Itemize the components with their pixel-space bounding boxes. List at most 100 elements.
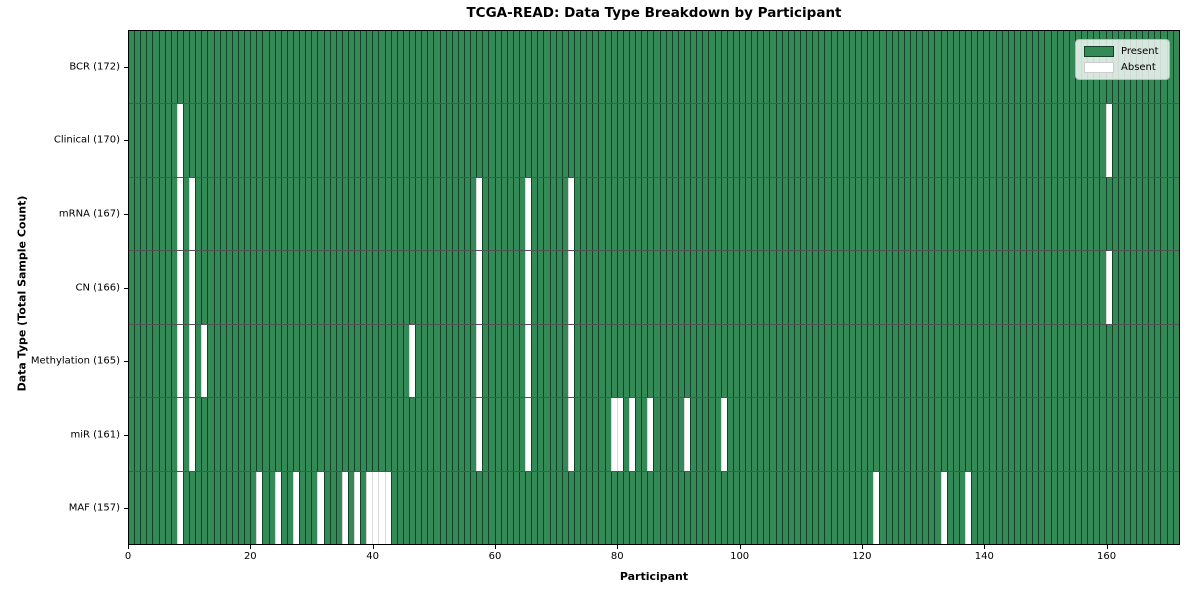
present-cell bbox=[445, 324, 452, 398]
present-cell bbox=[580, 251, 587, 324]
legend-entry-absent: Absent bbox=[1084, 62, 1161, 73]
present-cell bbox=[1117, 251, 1124, 324]
present-cell bbox=[396, 251, 403, 324]
present-cell bbox=[482, 398, 489, 471]
present-cell bbox=[628, 251, 636, 324]
present-cell bbox=[635, 31, 642, 104]
present-cell bbox=[1081, 471, 1088, 544]
present-cell bbox=[329, 31, 336, 104]
present-cell bbox=[1160, 104, 1167, 177]
present-cell bbox=[1087, 177, 1094, 251]
present-cell bbox=[311, 104, 318, 177]
present-cell bbox=[219, 398, 226, 471]
present-cell bbox=[1123, 324, 1130, 398]
present-cell bbox=[751, 398, 758, 471]
present-cell bbox=[213, 324, 220, 398]
present-cell bbox=[402, 471, 410, 544]
present-cell bbox=[830, 31, 837, 104]
present-cell bbox=[129, 177, 135, 251]
present-cell bbox=[305, 177, 312, 251]
present-cell bbox=[256, 251, 263, 324]
present-cell bbox=[1001, 471, 1008, 544]
present-cell bbox=[317, 251, 324, 324]
absent-cell bbox=[720, 398, 727, 471]
present-cell bbox=[1099, 251, 1106, 324]
present-cell bbox=[1142, 398, 1149, 471]
present-cell bbox=[512, 324, 519, 398]
present-cell bbox=[702, 31, 709, 104]
present-cell bbox=[812, 31, 819, 104]
absent-cell bbox=[567, 251, 574, 324]
present-cell bbox=[910, 251, 917, 324]
present-cell bbox=[818, 31, 825, 104]
present-cell bbox=[347, 471, 355, 544]
present-cell bbox=[873, 251, 880, 324]
present-cell bbox=[934, 177, 941, 251]
present-cell bbox=[586, 398, 593, 471]
present-cell bbox=[848, 104, 856, 177]
present-cell bbox=[561, 251, 568, 324]
present-cell bbox=[793, 31, 801, 104]
present-cell bbox=[830, 251, 837, 324]
present-cell bbox=[897, 471, 904, 544]
present-cell bbox=[286, 324, 293, 398]
present-cell bbox=[903, 251, 910, 324]
present-cell bbox=[977, 31, 984, 104]
present-cell bbox=[213, 31, 220, 104]
present-cell bbox=[1044, 104, 1051, 177]
present-cell bbox=[482, 31, 489, 104]
present-cell bbox=[903, 31, 910, 104]
present-cell bbox=[225, 324, 232, 398]
present-cell bbox=[451, 104, 458, 177]
present-cell bbox=[598, 177, 605, 251]
present-cell bbox=[910, 104, 917, 177]
present-cell bbox=[751, 324, 758, 398]
present-cell bbox=[958, 104, 965, 177]
present-cell bbox=[354, 104, 361, 177]
present-cell bbox=[946, 398, 953, 471]
present-cell bbox=[928, 31, 935, 104]
present-cell bbox=[1099, 177, 1106, 251]
present-cell bbox=[341, 31, 348, 104]
present-cell bbox=[543, 251, 550, 324]
present-cell bbox=[1001, 177, 1008, 251]
present-cell bbox=[213, 471, 220, 544]
present-cell bbox=[292, 104, 300, 177]
present-cell bbox=[341, 324, 348, 398]
present-cell bbox=[415, 471, 422, 544]
present-cell bbox=[671, 104, 678, 177]
present-cell bbox=[274, 324, 281, 398]
present-cell bbox=[519, 324, 526, 398]
present-cell bbox=[671, 177, 678, 251]
present-cell bbox=[818, 104, 825, 177]
present-cell bbox=[1166, 177, 1173, 251]
present-cell bbox=[855, 251, 862, 324]
y-tick-label: mRNA (167) bbox=[58, 208, 120, 220]
present-cell bbox=[1056, 324, 1063, 398]
present-cell bbox=[329, 104, 336, 177]
present-cell bbox=[586, 324, 593, 398]
present-cell bbox=[433, 104, 440, 177]
present-cell bbox=[231, 31, 238, 104]
present-cell bbox=[237, 177, 245, 251]
present-cell bbox=[610, 251, 617, 324]
present-cell bbox=[1172, 104, 1179, 177]
present-cell bbox=[604, 471, 611, 544]
present-cell bbox=[500, 398, 507, 471]
present-cell bbox=[299, 177, 306, 251]
x-tick-mark bbox=[128, 545, 129, 549]
present-cell bbox=[677, 471, 684, 544]
present-cell bbox=[1032, 251, 1039, 324]
present-cell bbox=[396, 324, 403, 398]
absent-cell bbox=[476, 177, 483, 251]
present-cell bbox=[1142, 324, 1149, 398]
present-cell bbox=[1068, 398, 1075, 471]
present-cell bbox=[989, 104, 996, 177]
present-cell bbox=[555, 471, 562, 544]
absent-cell bbox=[317, 471, 324, 544]
present-cell bbox=[421, 177, 428, 251]
present-cell bbox=[1019, 324, 1027, 398]
present-cell bbox=[1068, 177, 1075, 251]
present-cell bbox=[1172, 324, 1179, 398]
present-cell bbox=[1050, 251, 1057, 324]
